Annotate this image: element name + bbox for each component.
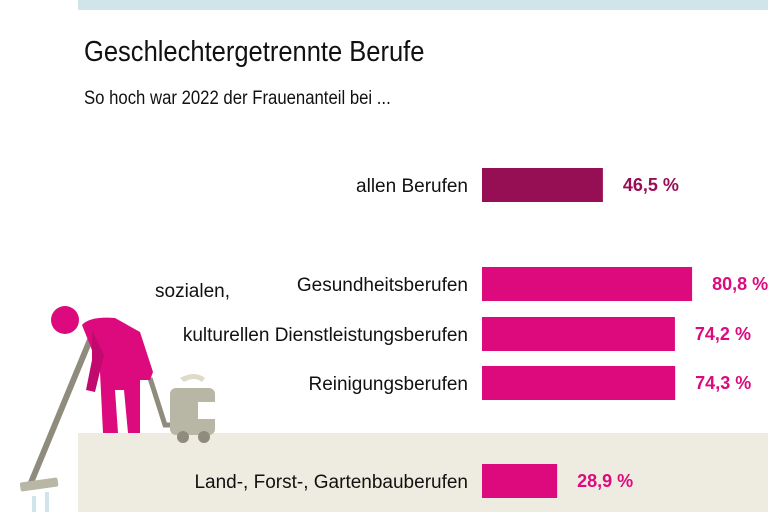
- chart-title: Geschlechtergetrennte Berufe: [84, 36, 425, 68]
- bar-4: [482, 464, 558, 498]
- category-label: sozialen,: [155, 281, 230, 302]
- category-label: Reinigungsberufen: [308, 374, 468, 395]
- floor-area: [78, 433, 768, 512]
- value-label: 28,9 %: [577, 471, 633, 491]
- value-label: 80,8 %: [712, 274, 768, 294]
- value-label: 74,2 %: [695, 324, 751, 344]
- category-label: allen Berufen: [356, 176, 468, 197]
- category-label: kulturellen Dienstleistungsberufen: [183, 325, 468, 346]
- value-label: 46,5 %: [623, 175, 679, 195]
- bar-3: [482, 366, 676, 400]
- cleaning-person-illustration: [19, 306, 216, 512]
- category-label: Gesundheitsberufen: [297, 275, 468, 296]
- chart-subtitle: So hoch war 2022 der Frauenanteil bei ..…: [84, 88, 391, 109]
- bar-1: [482, 267, 693, 301]
- bar-2: [482, 317, 675, 351]
- bar-0: [482, 168, 603, 202]
- value-label: 74,3 %: [695, 373, 751, 393]
- category-label: Land-, Forst-, Gartenbauberufen: [194, 472, 468, 493]
- top-band: [78, 0, 768, 10]
